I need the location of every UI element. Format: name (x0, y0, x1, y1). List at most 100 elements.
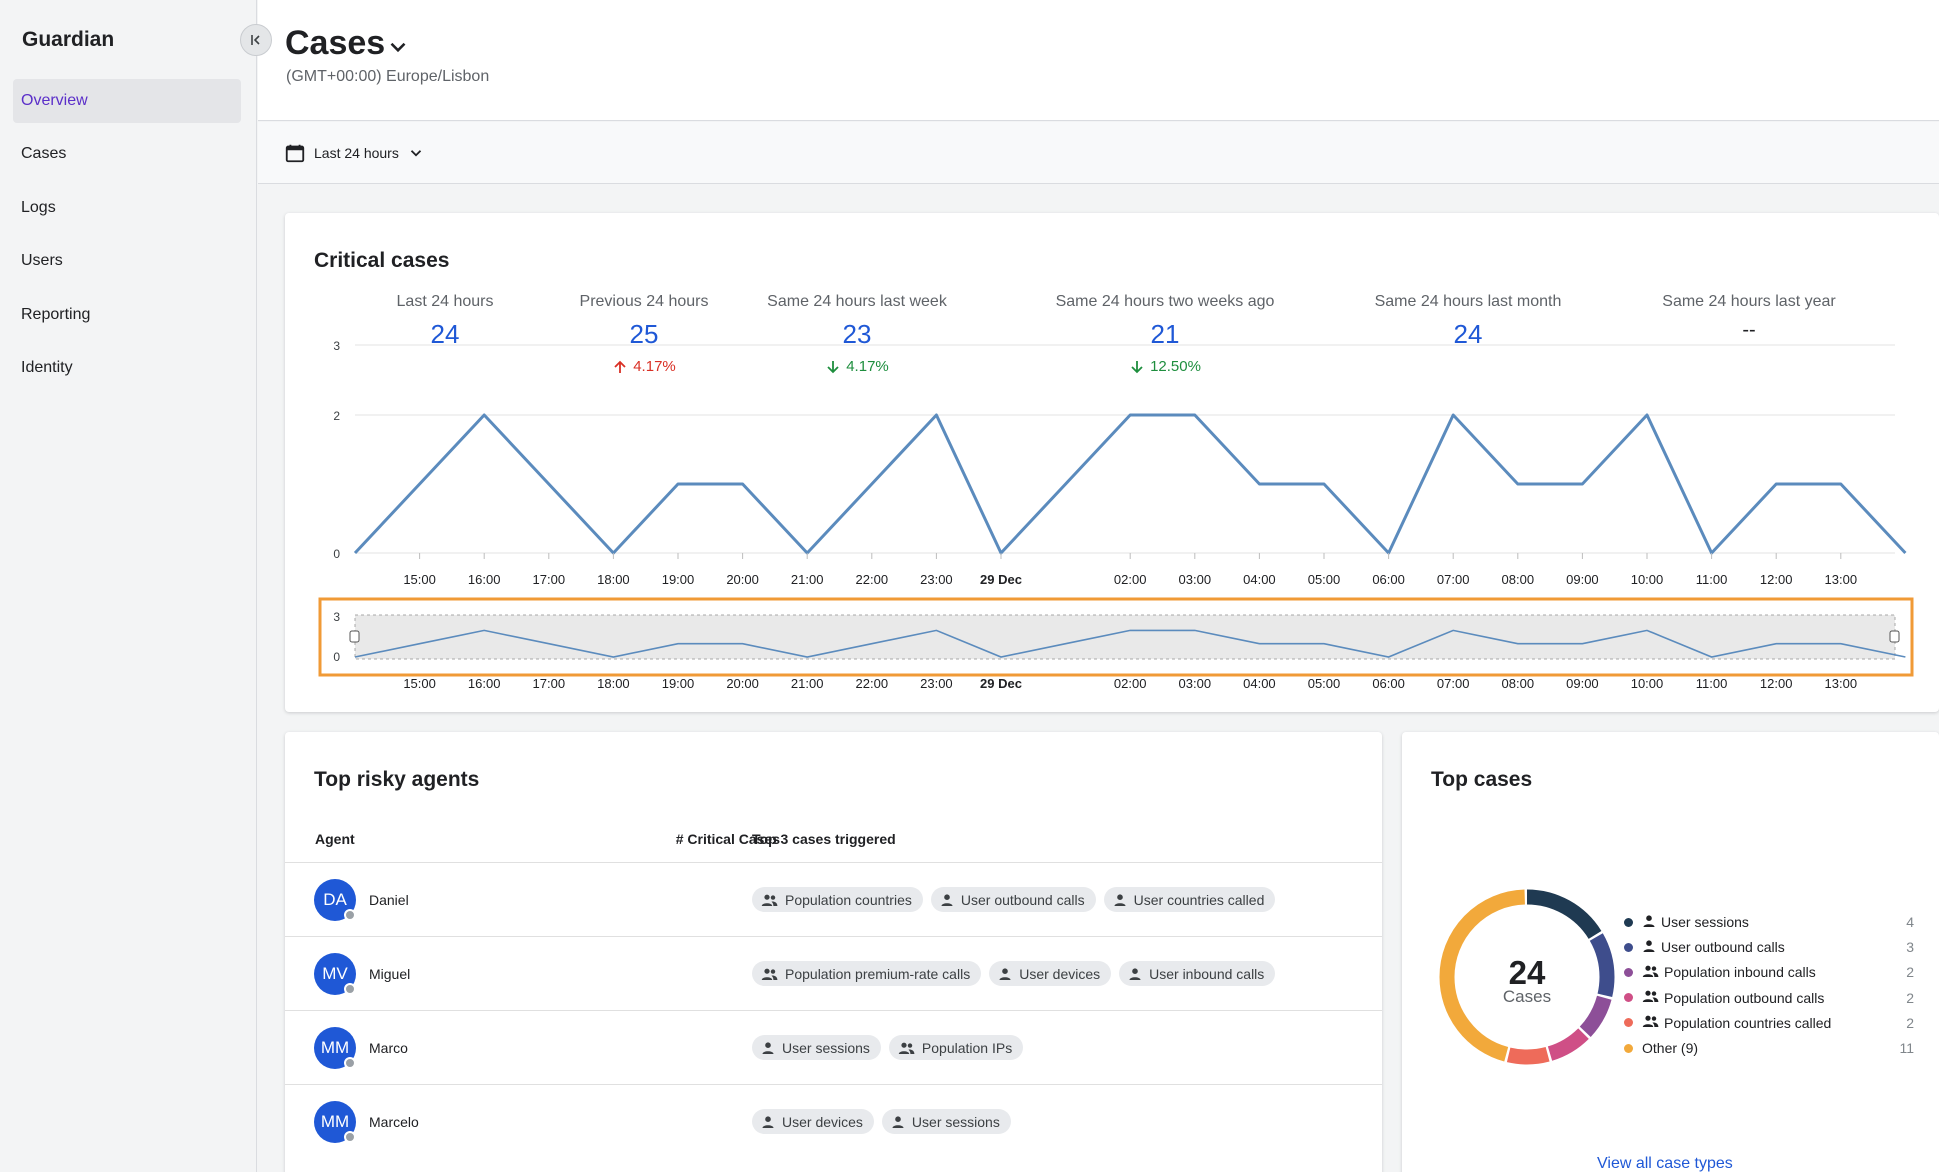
avatar: MV (314, 953, 356, 995)
arrow-down-icon (827, 360, 839, 373)
agent-name[interactable]: Marcelo (369, 1114, 419, 1130)
top-cases-card: Top cases 24 Cases User sessions 4 User ou… (1402, 732, 1939, 1172)
person-icon (999, 967, 1011, 980)
col-header-agent[interactable]: Agent (315, 831, 355, 847)
case-chip[interactable]: User inbound calls (1119, 961, 1276, 986)
group-icon (761, 968, 778, 980)
brush-x-tick-label: 23:00 (920, 676, 953, 691)
legend-item[interactable]: User sessions 4 (1624, 912, 1914, 932)
person-icon (892, 1115, 904, 1128)
case-chips: Population premium-rate calls User device… (752, 961, 1276, 986)
brush-series-line (354, 629, 1906, 658)
brush-x-tick-label: 03:00 (1179, 676, 1212, 691)
x-tick-label: 19:00 (662, 572, 695, 587)
kpi-two-weeks-ago: Same 24 hours two weeks ago 21 12.50% (1005, 293, 1325, 375)
brush-x-tick-label: 10:00 (1631, 676, 1664, 691)
agent-name[interactable]: Daniel (369, 892, 409, 908)
case-chip[interactable]: Population premium-rate calls (752, 961, 982, 986)
col-header-top-cases: Top 3 cases triggered (752, 831, 896, 847)
person-icon (1129, 967, 1141, 980)
donut-slice (1439, 889, 1615, 1065)
x-tick-label: 15:00 (403, 572, 436, 587)
case-chip-label: User devices (1019, 965, 1101, 982)
sidebar-item-users[interactable]: Users (21, 252, 63, 269)
chevron-down-icon[interactable] (385, 34, 411, 60)
donut-slice (1439, 889, 1615, 1065)
col-header-critical-cases[interactable]: # Critical Cases (675, 831, 780, 847)
top-cases-donut-chart (1439, 889, 1615, 1065)
brush-x-tick-label: 18:00 (597, 676, 630, 691)
status-indicator (344, 909, 356, 921)
brush-x-tick-label: 12:00 (1760, 676, 1793, 691)
agent-name[interactable]: Marco (369, 1040, 408, 1056)
case-chip[interactable]: User devices (989, 961, 1112, 986)
page-title[interactable]: Cases (285, 24, 386, 62)
calendar-icon (285, 144, 305, 163)
case-chips: User devices User sessions (752, 1109, 1011, 1134)
critical-cases-card: Critical cases Last 24 hours 24 Previous… (285, 213, 1939, 712)
kpi-change: 4.17% (727, 358, 987, 375)
legend-swatch (1624, 993, 1633, 1003)
case-chip-label: User sessions (782, 1039, 870, 1056)
donut-total-label: Cases (1502, 987, 1552, 1006)
case-chip[interactable]: Population IPs (888, 1035, 1024, 1060)
x-tick-label: 20:00 (726, 572, 759, 587)
case-chip[interactable]: User outbound calls (930, 887, 1096, 912)
legend-count: 4 (1906, 914, 1914, 930)
case-chip-label: User countries called (1133, 891, 1265, 908)
sidebar-item-overview[interactable]: Overview (13, 79, 241, 123)
view-all-case-types-link[interactable]: View all case types (1597, 1155, 1733, 1172)
brush-handle-right[interactable] (1889, 630, 1900, 643)
sidebar-item-identity[interactable]: Identity (21, 359, 73, 376)
legend-item[interactable]: Population inbound calls 2 (1624, 962, 1914, 982)
legend-label: User outbound calls (1661, 939, 1785, 956)
status-indicator (344, 983, 356, 995)
case-chip[interactable]: User sessions (881, 1109, 1011, 1134)
sidebar-item-logs[interactable]: Logs (21, 199, 56, 216)
donut-slice (1439, 889, 1615, 1065)
date-range-label: Last 24 hours (314, 145, 399, 161)
case-chip[interactable]: User countries called (1103, 887, 1276, 912)
brush-x-tick-label: 20:00 (726, 676, 759, 691)
person-icon (1114, 893, 1126, 906)
legend-item[interactable]: Population countries called 2 (1624, 1013, 1914, 1033)
brush-x-tick-label: 02:00 (1114, 676, 1147, 691)
date-range-selector[interactable]: Last 24 hours (284, 138, 425, 168)
legend-item[interactable]: Other (9) 11 (1624, 1038, 1914, 1058)
arrow-down-icon (1131, 360, 1143, 373)
case-chip[interactable]: Population countries (752, 887, 923, 912)
brush-x-tick-label: 06:00 (1372, 676, 1405, 691)
legend-swatch (1624, 942, 1633, 952)
x-tick-label: 09:00 (1566, 572, 1599, 587)
timezone-label: (GMT+00:00) Europe/Lisbon (286, 68, 490, 85)
brush-handle-left[interactable] (349, 630, 360, 643)
case-chip[interactable]: User sessions (752, 1035, 881, 1060)
case-chips: Population countries User outbound calls U… (752, 887, 1276, 912)
brush-x-tick-label: 08:00 (1502, 676, 1535, 691)
legend-item[interactable]: Population outbound calls 2 (1624, 988, 1914, 1008)
table-row[interactable]: MVMiguel3Population premium-rate callsUs… (285, 936, 1382, 1010)
collapse-sidebar-button[interactable] (240, 24, 272, 56)
legend-label: User sessions (1661, 914, 1749, 930)
kpi-last-month: Same 24 hours last month 24 (1338, 293, 1598, 350)
brush-x-tick-label: 29 Dec (980, 676, 1022, 691)
person-icon (762, 1041, 774, 1054)
brush-highlight-frame (318, 597, 1914, 677)
x-tick-label: 06:00 (1372, 572, 1405, 587)
series-line (353, 413, 1907, 555)
brush-x-tick-label: 16:00 (468, 676, 501, 691)
case-chip[interactable]: User devices (752, 1109, 874, 1134)
brand-title: Guardian (22, 28, 115, 51)
legend-item[interactable]: User outbound calls 3 (1624, 937, 1914, 957)
collapse-left-icon (251, 35, 260, 45)
sidebar-item-cases[interactable]: Cases (21, 145, 67, 162)
x-tick-label: 17:00 (533, 572, 566, 587)
agent-name[interactable]: Miguel (369, 966, 411, 982)
kpi-label: Previous 24 hours (579, 293, 709, 310)
kpi-change-value: 12.50% (1150, 358, 1201, 375)
sidebar-item-reporting[interactable]: Reporting (21, 306, 91, 323)
legend-label: Population outbound calls (1664, 989, 1825, 1006)
